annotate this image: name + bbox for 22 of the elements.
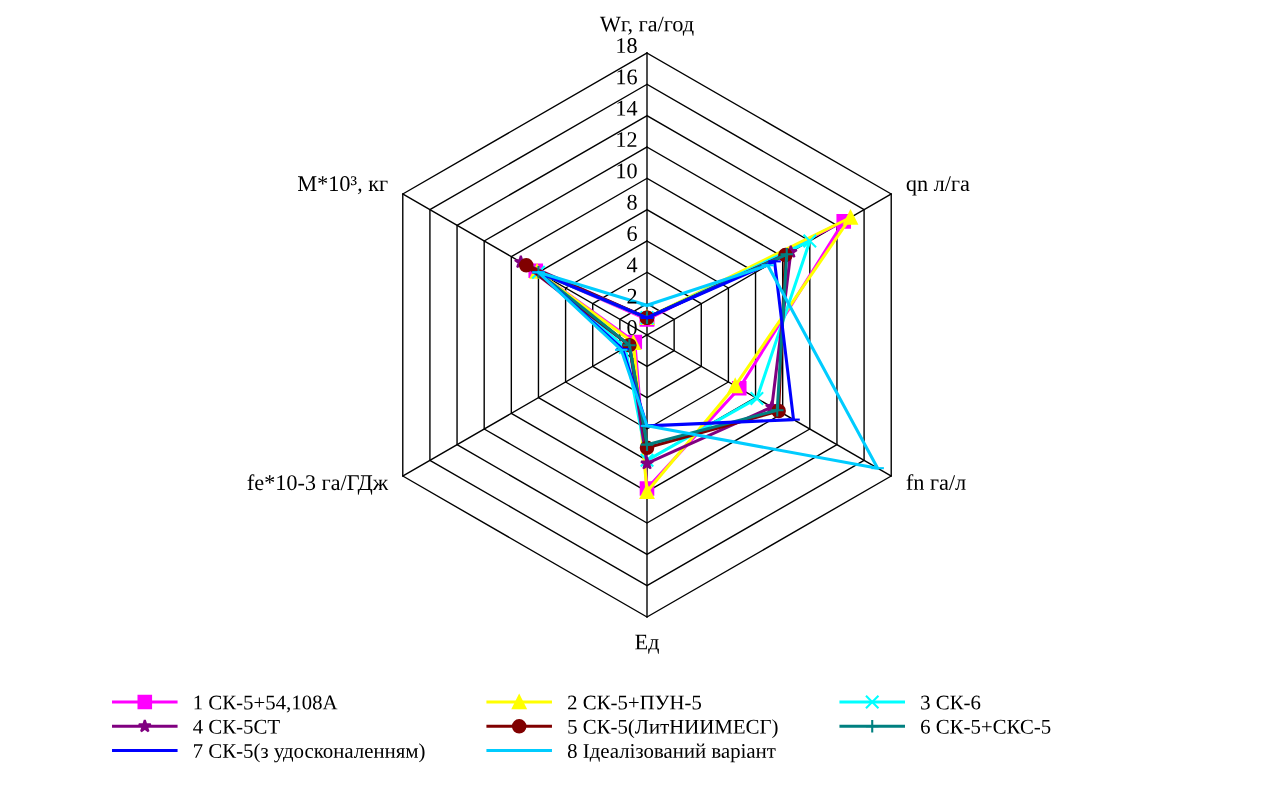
spoke-label: M*10³, кг	[297, 176, 388, 195]
legend-label: 8 Ідеалізований варіант	[567, 743, 776, 763]
legend-label: 3 СК-6	[921, 695, 981, 710]
spoke-label: fn га/л	[906, 474, 966, 491]
y-tick-label: 16	[617, 69, 637, 85]
y-tick-label: 18	[617, 38, 637, 54]
legend-label: 2 СК-5+ПУН-5	[568, 695, 702, 710]
legend-label: 7 СК-5(з удосконаленням)	[194, 743, 425, 763]
spoke-label: Wг, га/год	[599, 16, 694, 36]
spoke-label: fe*10-3 га/ГДж	[247, 474, 389, 495]
spoke-label: Ед	[635, 634, 659, 654]
y-tick-label: 10	[617, 163, 637, 179]
legend-label: 4 СК-5СТ	[193, 719, 280, 734]
legend-label: 6 СК-5+СКС-5	[921, 719, 1051, 734]
y-tick-label: 14	[617, 100, 638, 116]
y-tick-label: 4	[626, 257, 638, 273]
y-tick-label: 8	[627, 194, 637, 210]
legend-label: 1 СК-5+54,108А	[194, 695, 338, 713]
y-tick-label: 12	[617, 132, 637, 147]
y-tick-label: 6	[627, 226, 637, 242]
spoke-label: qn л/га	[906, 176, 970, 196]
legend-label: 5 СК-5(ЛитНИИМЕСГ)	[568, 719, 778, 739]
